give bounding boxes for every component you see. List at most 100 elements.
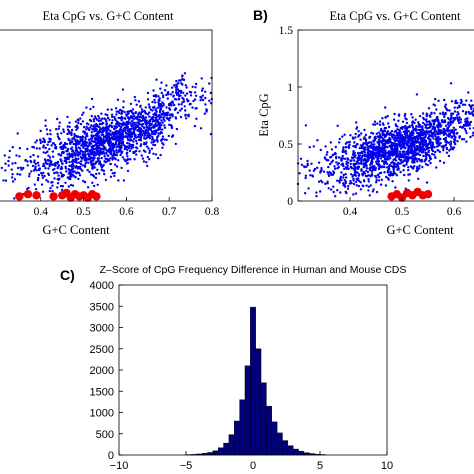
scatter-point bbox=[340, 171, 343, 174]
scatter-point bbox=[159, 122, 162, 125]
y-tick-label: 0.5 bbox=[279, 139, 294, 151]
scatter-point bbox=[84, 156, 88, 160]
scatter-point bbox=[145, 125, 149, 129]
scatter-point bbox=[459, 101, 462, 105]
scatter-point bbox=[134, 99, 137, 102]
scatter-point bbox=[363, 172, 367, 175]
scatter-point bbox=[353, 166, 357, 169]
scatter-point bbox=[92, 118, 96, 121]
scatter-point bbox=[185, 92, 189, 95]
scatter-point bbox=[64, 158, 67, 161]
scatter-point bbox=[73, 133, 76, 136]
scatter-point bbox=[3, 154, 6, 157]
scatter-point bbox=[349, 179, 352, 183]
scatter-point bbox=[189, 102, 192, 106]
scatter-point bbox=[430, 144, 433, 147]
scatter-point bbox=[319, 171, 322, 174]
scatter-point bbox=[2, 179, 5, 182]
scatter-point bbox=[68, 121, 71, 124]
scatter-point bbox=[405, 161, 409, 164]
scatter-point bbox=[79, 150, 82, 153]
scatter-point bbox=[433, 134, 437, 137]
scatter-point bbox=[382, 148, 385, 151]
scatter-point bbox=[177, 98, 181, 101]
highlight-point bbox=[32, 191, 41, 200]
scatter-point bbox=[54, 147, 58, 150]
scatter-point bbox=[107, 135, 110, 138]
scatter-point bbox=[414, 118, 417, 121]
scatter-point bbox=[200, 77, 203, 80]
scatter-point bbox=[90, 159, 93, 163]
scatter-point bbox=[331, 173, 335, 176]
scatter-point bbox=[146, 164, 149, 168]
scatter-point bbox=[128, 149, 132, 153]
scatter-point bbox=[425, 127, 429, 130]
scatter-point bbox=[90, 153, 93, 156]
scatter-point bbox=[174, 142, 177, 146]
scatter-point bbox=[422, 116, 425, 120]
scatter-point bbox=[156, 106, 159, 110]
scatter-point bbox=[82, 142, 86, 145]
scatter-point bbox=[437, 99, 440, 103]
scatter-point bbox=[146, 155, 149, 159]
scatter-point bbox=[402, 164, 405, 167]
scatter-point bbox=[35, 147, 39, 150]
scatter-point bbox=[175, 79, 178, 83]
scatter-point bbox=[443, 105, 447, 108]
scatter-point bbox=[133, 95, 136, 99]
scatter-point bbox=[35, 169, 38, 172]
scatter-point bbox=[406, 126, 410, 129]
scatter-point bbox=[110, 143, 114, 146]
scatter-point bbox=[429, 140, 432, 143]
scatter-point bbox=[462, 138, 466, 141]
scatter-point bbox=[304, 174, 308, 177]
scatter-point bbox=[158, 132, 162, 135]
scatter-point bbox=[55, 128, 58, 131]
scatter-point bbox=[159, 153, 162, 157]
scatter-point bbox=[122, 100, 125, 103]
scatter-point bbox=[145, 129, 148, 132]
scatter-point bbox=[403, 139, 406, 143]
scatter-point bbox=[346, 185, 350, 188]
scatter-point bbox=[429, 162, 432, 165]
scatter-point bbox=[319, 148, 322, 152]
scatter-point bbox=[434, 150, 437, 154]
scatter-point bbox=[428, 159, 431, 163]
scatter-point bbox=[415, 167, 419, 170]
scatter-point bbox=[129, 158, 132, 161]
scatter-point bbox=[162, 96, 165, 99]
scatter-point bbox=[157, 127, 160, 130]
scatter-point bbox=[93, 127, 96, 130]
scatter-point bbox=[100, 112, 103, 115]
scatter-point bbox=[139, 138, 142, 141]
scatter-point bbox=[49, 186, 52, 190]
scatter-point bbox=[140, 154, 143, 157]
scatter-point bbox=[356, 157, 359, 160]
scatter-point bbox=[320, 168, 323, 172]
scatter-point bbox=[105, 129, 108, 132]
scatter-point bbox=[360, 132, 363, 135]
scatter-point bbox=[199, 95, 202, 99]
scatter-point bbox=[464, 120, 467, 123]
scatter-point bbox=[456, 131, 459, 135]
scatter-point bbox=[384, 145, 387, 149]
scatter-point bbox=[304, 176, 307, 180]
scatter-point bbox=[387, 151, 390, 154]
scatter-point bbox=[367, 146, 370, 149]
scatter-point bbox=[391, 147, 394, 151]
scatter-point bbox=[76, 135, 80, 138]
scatter-point bbox=[81, 164, 85, 167]
scatter-point bbox=[86, 134, 89, 138]
histogram-bar bbox=[293, 448, 299, 456]
scatter-point bbox=[11, 180, 15, 183]
scatter-point bbox=[158, 99, 161, 102]
scatter-point bbox=[450, 115, 453, 119]
scatter-point bbox=[387, 167, 391, 170]
scatter-point bbox=[373, 143, 376, 146]
scatter-point bbox=[338, 137, 341, 141]
scatter-point bbox=[99, 127, 102, 130]
scatter-point bbox=[152, 143, 155, 146]
scatter-point bbox=[330, 188, 333, 191]
scatter-point bbox=[4, 169, 7, 172]
scatter-point bbox=[113, 174, 116, 178]
